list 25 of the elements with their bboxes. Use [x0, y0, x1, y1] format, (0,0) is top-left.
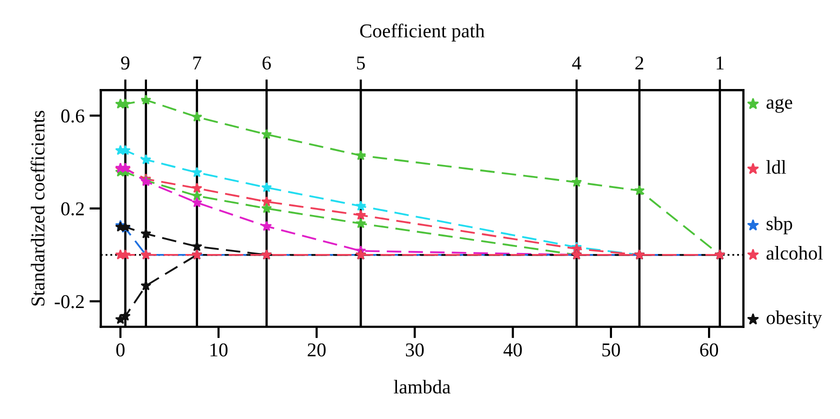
y-tick-label: 0.6 — [61, 109, 84, 123]
annotation: 4 — [572, 56, 582, 70]
legend-label: ldl — [766, 160, 786, 174]
legend-label: age — [766, 98, 792, 113]
annotation: 1 — [716, 56, 724, 70]
x-tick-label: 10 — [210, 343, 228, 356]
y-tick-label: -0.2 — [54, 295, 84, 308]
annotation: 6 — [262, 56, 271, 70]
annotation: 7 — [193, 56, 202, 70]
annotation: 2 — [635, 56, 644, 70]
chart-title: Coefficient path — [360, 24, 485, 42]
legend-label: obesity — [766, 310, 822, 328]
x-tick-label: 50 — [602, 343, 620, 356]
x-tick-label: 40 — [504, 343, 522, 356]
y-tick-label: 0.2 — [61, 202, 84, 216]
legend-label: sbp — [766, 216, 792, 234]
annotation: 9 — [121, 56, 130, 70]
x-tick-label: 30 — [406, 343, 424, 356]
x-tick-label: 0 — [116, 343, 125, 356]
legend-label: alcohol — [766, 246, 823, 260]
annotation: 5 — [357, 56, 365, 70]
y-axis-title: Standardized coefficients — [30, 110, 45, 306]
x-tick-label: 20 — [308, 343, 326, 356]
x-tick-label: 60 — [700, 343, 718, 356]
x-axis-title: lambda — [394, 380, 450, 394]
